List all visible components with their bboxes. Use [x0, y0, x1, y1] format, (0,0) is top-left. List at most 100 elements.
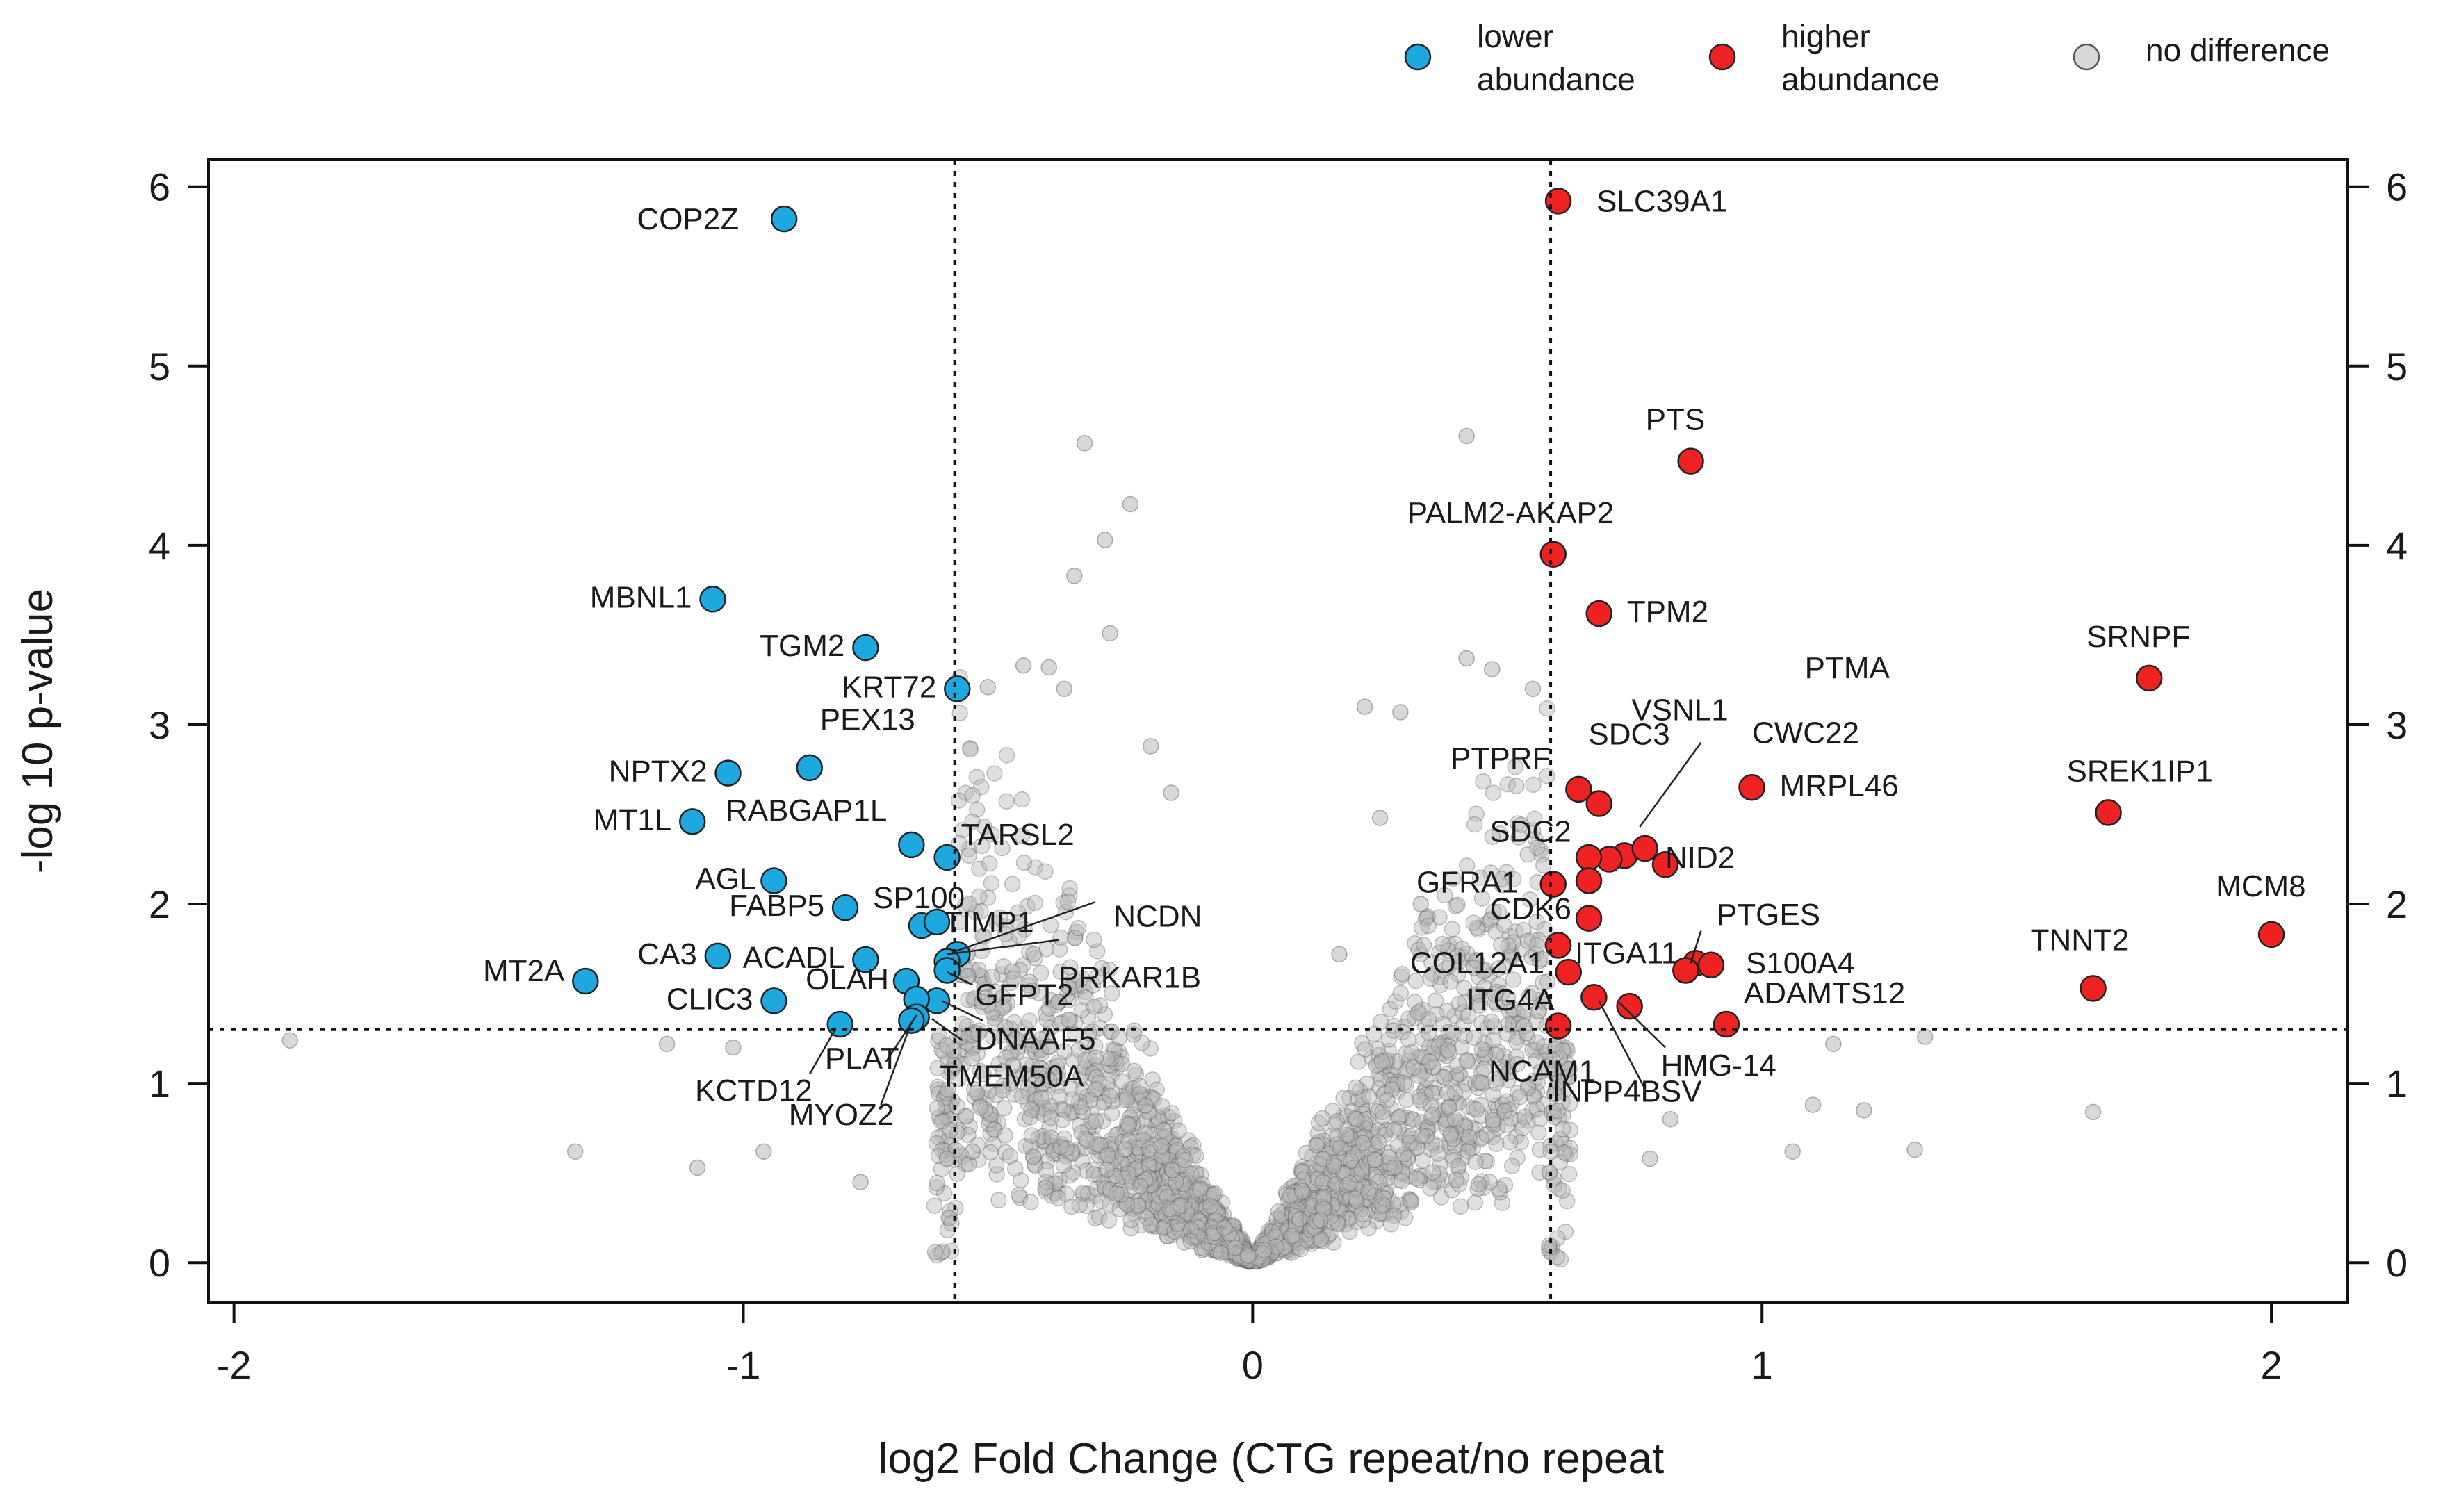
no-difference-point: [979, 1105, 995, 1121]
no-difference-point: [1252, 1249, 1269, 1267]
no-difference-point: [1354, 1193, 1371, 1210]
no-difference-point: [1427, 992, 1444, 1009]
no-difference-point: [1350, 1126, 1368, 1144]
x-tick-label: 1: [1751, 1343, 1773, 1387]
no-difference-point: [1189, 1180, 1207, 1197]
no-difference-point: [976, 979, 992, 996]
no-difference-point: [1043, 1109, 1059, 1126]
no-difference-point: [1200, 1222, 1217, 1239]
no-difference-point: [1240, 1247, 1257, 1265]
no-difference-point: [1090, 1167, 1107, 1183]
no-difference-point: [1109, 1126, 1127, 1142]
no-difference-point: [1233, 1243, 1250, 1260]
no-difference-point: [1362, 1122, 1379, 1139]
no-difference-point: [1431, 944, 1448, 961]
no-difference-point: [1268, 1235, 1285, 1252]
no-difference-point: [1284, 1227, 1300, 1244]
no-difference-point: [1260, 1240, 1277, 1258]
no-difference-point: [1450, 1158, 1466, 1175]
no-difference-point: [1209, 1201, 1225, 1218]
no-difference-point: [1337, 1192, 1354, 1209]
no-difference-point: [1482, 910, 1500, 928]
no-difference-point: [1424, 965, 1441, 983]
higher-abundance-point: [1697, 951, 1725, 979]
no-difference-point: [988, 1004, 1006, 1021]
no-difference-point: [1469, 921, 1487, 938]
no-difference-point: [1228, 1247, 1245, 1264]
higher-abundance-point: [2080, 975, 2107, 1002]
no-difference-point: [1168, 1218, 1184, 1235]
no-difference-point: [1239, 1249, 1256, 1266]
no-difference-point: [1282, 1223, 1300, 1240]
no-difference-point: [1225, 1228, 1242, 1245]
higher-abundance-point: [1713, 1010, 1740, 1038]
no-difference-point: [1247, 1252, 1264, 1269]
no-difference-point: [1125, 1151, 1143, 1169]
no-difference-point: [1341, 1090, 1358, 1107]
no-difference-point: [1037, 863, 1054, 880]
no-difference-point: [1111, 1029, 1128, 1046]
no-difference-point: [1129, 1115, 1146, 1131]
no-difference-point: [1215, 1232, 1232, 1249]
no-difference-point: [1402, 1192, 1419, 1208]
no-difference-point: [1347, 1190, 1364, 1207]
no-difference-point: [1122, 495, 1139, 513]
no-difference-point: [1267, 1228, 1284, 1245]
no-difference-point: [1402, 1168, 1419, 1185]
no-difference-point: [1234, 1247, 1250, 1263]
gene-label-krt72: KRT72: [842, 670, 936, 704]
no-difference-point: [1227, 1246, 1244, 1263]
gene-label-palm2-akap2: PALM2-AKAP2: [1407, 496, 1615, 530]
no-difference-point: [1061, 1012, 1078, 1029]
no-difference-point: [1024, 1067, 1040, 1084]
no-difference-point: [1396, 1126, 1413, 1144]
no-difference-point: [1558, 1145, 1575, 1162]
no-difference-point: [1120, 1117, 1137, 1133]
no-difference-point: [1282, 1229, 1299, 1246]
no-difference-point: [1097, 1142, 1115, 1159]
no-difference-point: [1046, 1141, 1063, 1158]
legend-marker-lower: [1404, 43, 1432, 71]
no-difference-point: [1144, 1194, 1161, 1212]
no-difference-point: [1132, 1217, 1149, 1234]
no-difference-point: [1282, 1180, 1300, 1197]
no-difference-point: [1210, 1211, 1227, 1228]
no-difference-point: [1166, 1112, 1183, 1130]
no-difference-point: [1168, 1215, 1185, 1232]
no-difference-point: [1537, 1043, 1554, 1060]
no-difference-point: [1073, 1124, 1090, 1142]
no-difference-point: [1157, 1168, 1173, 1185]
no-difference-point: [1294, 1158, 1311, 1176]
no-difference-point: [1150, 1174, 1166, 1190]
no-difference-point: [1420, 917, 1437, 935]
no-difference-point: [1266, 1234, 1283, 1251]
no-difference-point: [1236, 1250, 1252, 1267]
no-difference-point: [1535, 857, 1552, 874]
no-difference-point: [1049, 1137, 1065, 1155]
no-difference-point: [1279, 1213, 1296, 1230]
no-difference-point: [973, 969, 990, 986]
no-difference-point: [1239, 1251, 1256, 1268]
no-difference-point: [1255, 1240, 1273, 1257]
no-difference-point: [1371, 810, 1389, 826]
no-difference-point: [1021, 1085, 1038, 1101]
no-difference-point: [1448, 1172, 1464, 1188]
no-difference-point: [1145, 1197, 1162, 1214]
no-difference-point: [1473, 1041, 1491, 1058]
gene-label-prkar1b: PRKAR1B: [1059, 961, 1201, 995]
no-difference-point: [1034, 1133, 1052, 1150]
no-difference-point: [1025, 946, 1042, 962]
no-difference-point: [1256, 1235, 1273, 1251]
no-difference-point: [958, 1034, 976, 1051]
no-difference-point: [1166, 1165, 1183, 1183]
no-difference-point: [1318, 1199, 1335, 1215]
no-difference-point: [1181, 1213, 1198, 1230]
no-difference-point: [1549, 1069, 1566, 1087]
no-difference-point: [1241, 1253, 1258, 1269]
no-difference-point: [1825, 1035, 1842, 1053]
no-difference-point: [1040, 1076, 1058, 1094]
no-difference-point: [1343, 1157, 1360, 1174]
no-difference-point: [1321, 1202, 1338, 1219]
no-difference-point: [1202, 1197, 1219, 1215]
gene-label-hmg-14: HMG-14: [1661, 1049, 1776, 1083]
